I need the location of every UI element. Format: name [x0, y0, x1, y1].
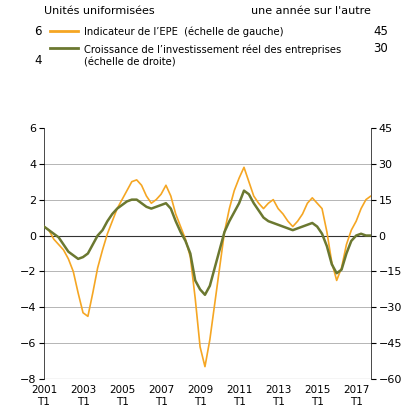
Text: Croissance de l’investissement réel des entreprises
(échelle de droite): Croissance de l’investissement réel des … — [84, 44, 341, 67]
Text: 30: 30 — [373, 41, 388, 55]
Text: 45: 45 — [373, 25, 388, 38]
Text: une année sur l'autre: une année sur l'autre — [251, 6, 371, 16]
Text: Indicateur de l’EPE  (échelle de gauche): Indicateur de l’EPE (échelle de gauche) — [84, 26, 283, 37]
Text: 6: 6 — [34, 25, 42, 38]
Text: Unités uniformisées: Unités uniformisées — [44, 6, 155, 16]
Text: 4: 4 — [34, 54, 42, 67]
